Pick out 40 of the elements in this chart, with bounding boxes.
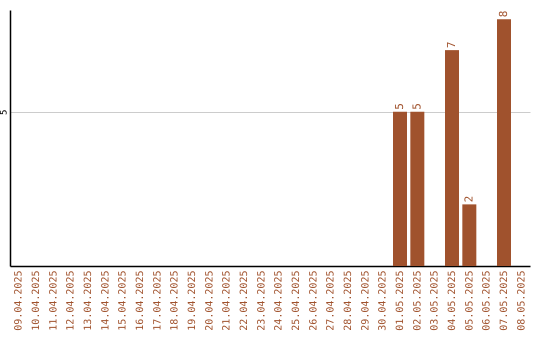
x-tick-label: 05.05.2025 [464,270,476,331]
x-tick-label: 25.04.2025 [291,270,302,331]
x-tick-label: 23.04.2025 [256,270,268,331]
x-tick-label: 06.05.2025 [482,270,493,331]
x-tick-label: 01.05.2025 [395,270,406,331]
data-label: 2 [462,196,476,202]
bar [410,112,424,266]
x-tick-label: 18.04.2025 [170,270,181,331]
x-tick-label: 21.04.2025 [222,270,233,331]
x-tick-label: 08.05.2025 [516,270,528,331]
bar [497,19,511,266]
x-tick-label: 29.04.2025 [360,270,372,331]
bar [393,112,407,266]
x-tick-label: 03.05.2025 [430,270,441,331]
data-label: 8 [497,10,510,18]
x-tick-label: 07.05.2025 [499,270,510,331]
x-tick-label: 11.04.2025 [48,270,60,331]
x-tick-label: 17.04.2025 [152,270,164,331]
x-tick-label: 30.04.2025 [378,270,389,331]
data-label: 5 [410,103,424,110]
x-tick-label: 28.04.2025 [343,270,354,331]
data-label: 7 [445,41,458,48]
x-tick-label: 19.04.2025 [187,270,198,331]
bar [462,204,476,266]
x-tick-label: 02.05.2025 [412,270,424,331]
x-tick-label: 14.04.2025 [100,270,112,331]
x-tick-label: 24.04.2025 [274,270,285,331]
data-label: 5 [393,103,406,110]
x-tick-label: 04.05.2025 [447,270,458,331]
bar [445,50,459,266]
x-tick-label: 16.04.2025 [135,270,146,331]
x-tick-label: 22.04.2025 [239,270,250,331]
x-tick-label: 13.04.2025 [83,270,94,331]
x-tick-label: 12.04.2025 [66,270,77,331]
x-tick-label: 20.04.2025 [204,270,216,331]
x-tick-label: 15.04.2025 [118,270,129,331]
x-tick-label: 09.04.2025 [14,270,25,331]
x-tick-label: 27.04.2025 [326,270,337,331]
x-tick-label: 26.04.2025 [308,270,320,331]
x-tick-label: 10.04.2025 [31,270,42,331]
